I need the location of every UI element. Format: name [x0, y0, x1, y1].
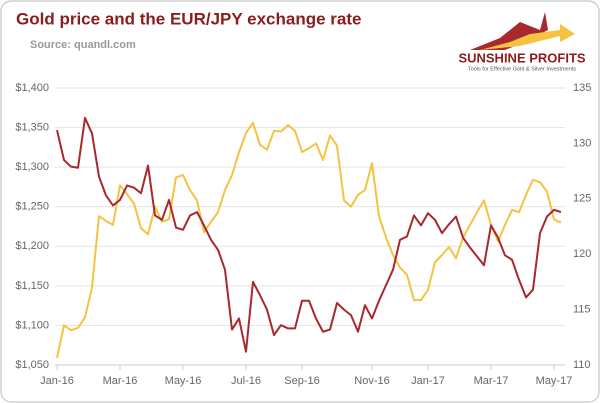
y-tick-label: $1,400: [15, 82, 49, 94]
chart-title: Gold price and the EUR/JPY exchange rate: [16, 9, 361, 28]
y2-tick-label: 125: [573, 193, 591, 205]
y2-tick-label: 120: [573, 248, 591, 260]
y2-tick-label: 115: [573, 304, 591, 316]
y2-tick-label: 110: [573, 359, 591, 371]
x-tick-label: May-17: [536, 375, 573, 387]
y-tick-label: $1,350: [15, 121, 49, 133]
y-tick-label: $1,300: [15, 161, 49, 173]
x-tick-label: Jan-16: [40, 375, 74, 387]
x-tick-label: Jul-16: [231, 375, 261, 387]
x-tick-label: May-16: [165, 375, 202, 387]
x-tick-label: Mar-16: [103, 375, 138, 387]
chart-subtitle: Source: quandl.com: [30, 39, 136, 51]
x-tick-label: Sep-16: [284, 375, 319, 387]
x-tick-label: Nov-16: [354, 375, 389, 387]
logo-arrow: [470, 12, 548, 50]
x-tick-label: Mar-17: [474, 375, 509, 387]
logo-name: SUNSHINE PROFITS: [458, 50, 585, 65]
series-line: [56, 116, 562, 353]
y2-tick-label: 130: [573, 137, 591, 149]
logo-tagline: Tools for Effective Gold & Silver Invest…: [468, 66, 576, 72]
y-tick-label: $1,050: [15, 359, 49, 371]
series-line: [56, 121, 562, 359]
y2-tick-label: 135: [573, 82, 591, 94]
logo-arrow: [480, 24, 575, 50]
y-tick-label: $1,150: [15, 280, 49, 292]
y-tick-label: $1,100: [15, 319, 49, 331]
y-tick-label: $1,250: [15, 201, 49, 213]
x-tick-label: Jan-17: [411, 375, 445, 387]
y-tick-label: $1,200: [15, 240, 49, 252]
logo: SUNSHINE PROFITS Tools for Effective Gol…: [458, 12, 586, 72]
